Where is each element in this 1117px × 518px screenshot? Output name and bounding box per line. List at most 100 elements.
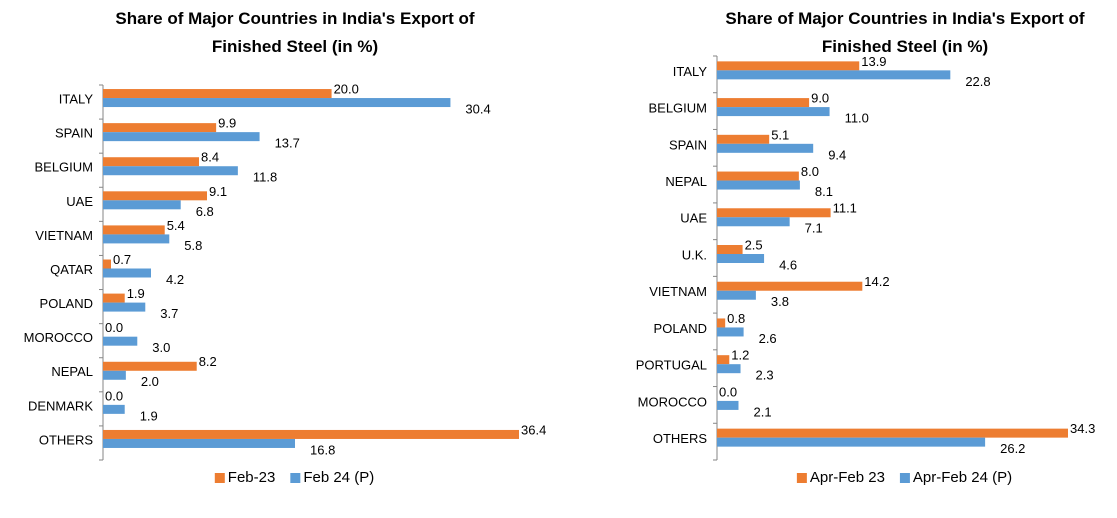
value-label: 7.1 (805, 221, 823, 236)
legend-label: Feb 24 (P) (303, 469, 374, 486)
bar (717, 318, 726, 328)
value-label: 34.3 (1070, 421, 1095, 436)
category-label: NEPAL (51, 364, 93, 379)
category-label: MOROCCO (24, 330, 93, 345)
value-label: 8.0 (801, 164, 819, 179)
legend-swatch (796, 473, 807, 483)
category-label: BELGIUM (34, 160, 93, 175)
value-label: 11.0 (845, 111, 869, 126)
category-label: UAE (680, 211, 707, 226)
bar (103, 225, 165, 235)
value-label: 16.8 (310, 442, 335, 457)
value-label: 2.5 (745, 237, 763, 252)
value-label: 8.4 (201, 150, 219, 165)
category-label: VIETNAM (649, 284, 707, 299)
bar (103, 293, 125, 303)
value-label: 11.8 (253, 170, 277, 185)
category-label: POLAND (40, 296, 93, 311)
bar (717, 98, 810, 108)
bar (103, 157, 199, 167)
value-label: 9.9 (218, 116, 236, 131)
value-label: 0.0 (105, 320, 123, 335)
value-label: 0.7 (113, 252, 131, 267)
bar (717, 428, 1068, 438)
legend-label: Apr-Feb 23 (810, 469, 885, 486)
bar (717, 245, 743, 254)
category-label: OTHERS (653, 431, 708, 446)
category-label: NEPAL (665, 174, 707, 189)
bar (717, 217, 790, 227)
bar (103, 234, 170, 244)
bar (103, 166, 238, 176)
value-label: 5.8 (184, 238, 202, 253)
bar (103, 200, 181, 210)
bar (103, 404, 125, 414)
value-label: 3.8 (771, 294, 789, 309)
value-label: 20.0 (334, 81, 359, 96)
category-label: VIETNAM (35, 228, 93, 243)
legend-label: Feb-23 (228, 469, 276, 486)
value-label: 8.2 (199, 354, 217, 369)
bar (717, 400, 739, 410)
category-label: SPAIN (669, 137, 707, 152)
value-label: 8.1 (815, 184, 833, 199)
chart-title: Share of Major Countries in India's Expo… (725, 9, 1085, 56)
value-label: 3.7 (160, 306, 178, 321)
chart-title: Share of Major Countries in India's Expo… (115, 9, 475, 56)
legend-swatch (290, 473, 301, 483)
value-label: 30.4 (465, 101, 490, 116)
value-label: 1.9 (127, 286, 145, 301)
bar (717, 327, 744, 337)
bar (717, 171, 799, 181)
value-label: 9.0 (811, 91, 829, 106)
value-label: 9.4 (828, 147, 846, 162)
category-label: QATAR (50, 262, 93, 277)
bar (717, 134, 770, 144)
value-label: 11.1 (833, 201, 857, 216)
bar (717, 61, 860, 71)
bar (717, 355, 730, 365)
bar (717, 180, 800, 190)
legend-swatch (899, 473, 910, 483)
bar (103, 302, 146, 312)
bar (103, 98, 451, 108)
category-label: UAE (66, 194, 93, 209)
value-label: 9.1 (209, 184, 227, 199)
bar (103, 336, 138, 346)
value-label: 4.6 (779, 257, 797, 272)
category-label: DENMARK (28, 398, 93, 413)
value-label: 14.2 (864, 274, 889, 289)
value-label: 13.9 (861, 54, 886, 69)
bar (717, 437, 986, 447)
bar (103, 370, 126, 380)
value-label: 4.2 (166, 272, 184, 287)
bar (717, 143, 814, 153)
bar (103, 429, 519, 439)
value-label: 1.9 (140, 408, 158, 423)
category-label: ITALY (59, 91, 94, 106)
value-label: 5.4 (167, 218, 185, 233)
value-label: 22.8 (965, 74, 990, 89)
value-label: 5.1 (771, 127, 789, 142)
bar (103, 259, 111, 269)
value-label: 2.6 (759, 331, 777, 346)
bar (103, 361, 197, 371)
bar (717, 208, 831, 218)
value-label: 0.8 (727, 311, 745, 326)
bar (717, 290, 756, 300)
value-label: 6.8 (196, 204, 214, 219)
category-label: ITALY (673, 64, 708, 79)
bar (717, 254, 765, 263)
bar (717, 70, 951, 80)
value-label: 36.4 (521, 422, 546, 437)
category-label: BELGIUM (648, 101, 707, 116)
category-label: OTHERS (39, 432, 94, 447)
value-label: 0.0 (719, 384, 737, 399)
value-label: 2.1 (753, 404, 771, 419)
value-label: 2.0 (141, 374, 159, 389)
legend-swatch (214, 473, 225, 483)
bar (717, 281, 863, 291)
bar (717, 364, 741, 374)
value-label: 0.0 (105, 388, 123, 403)
